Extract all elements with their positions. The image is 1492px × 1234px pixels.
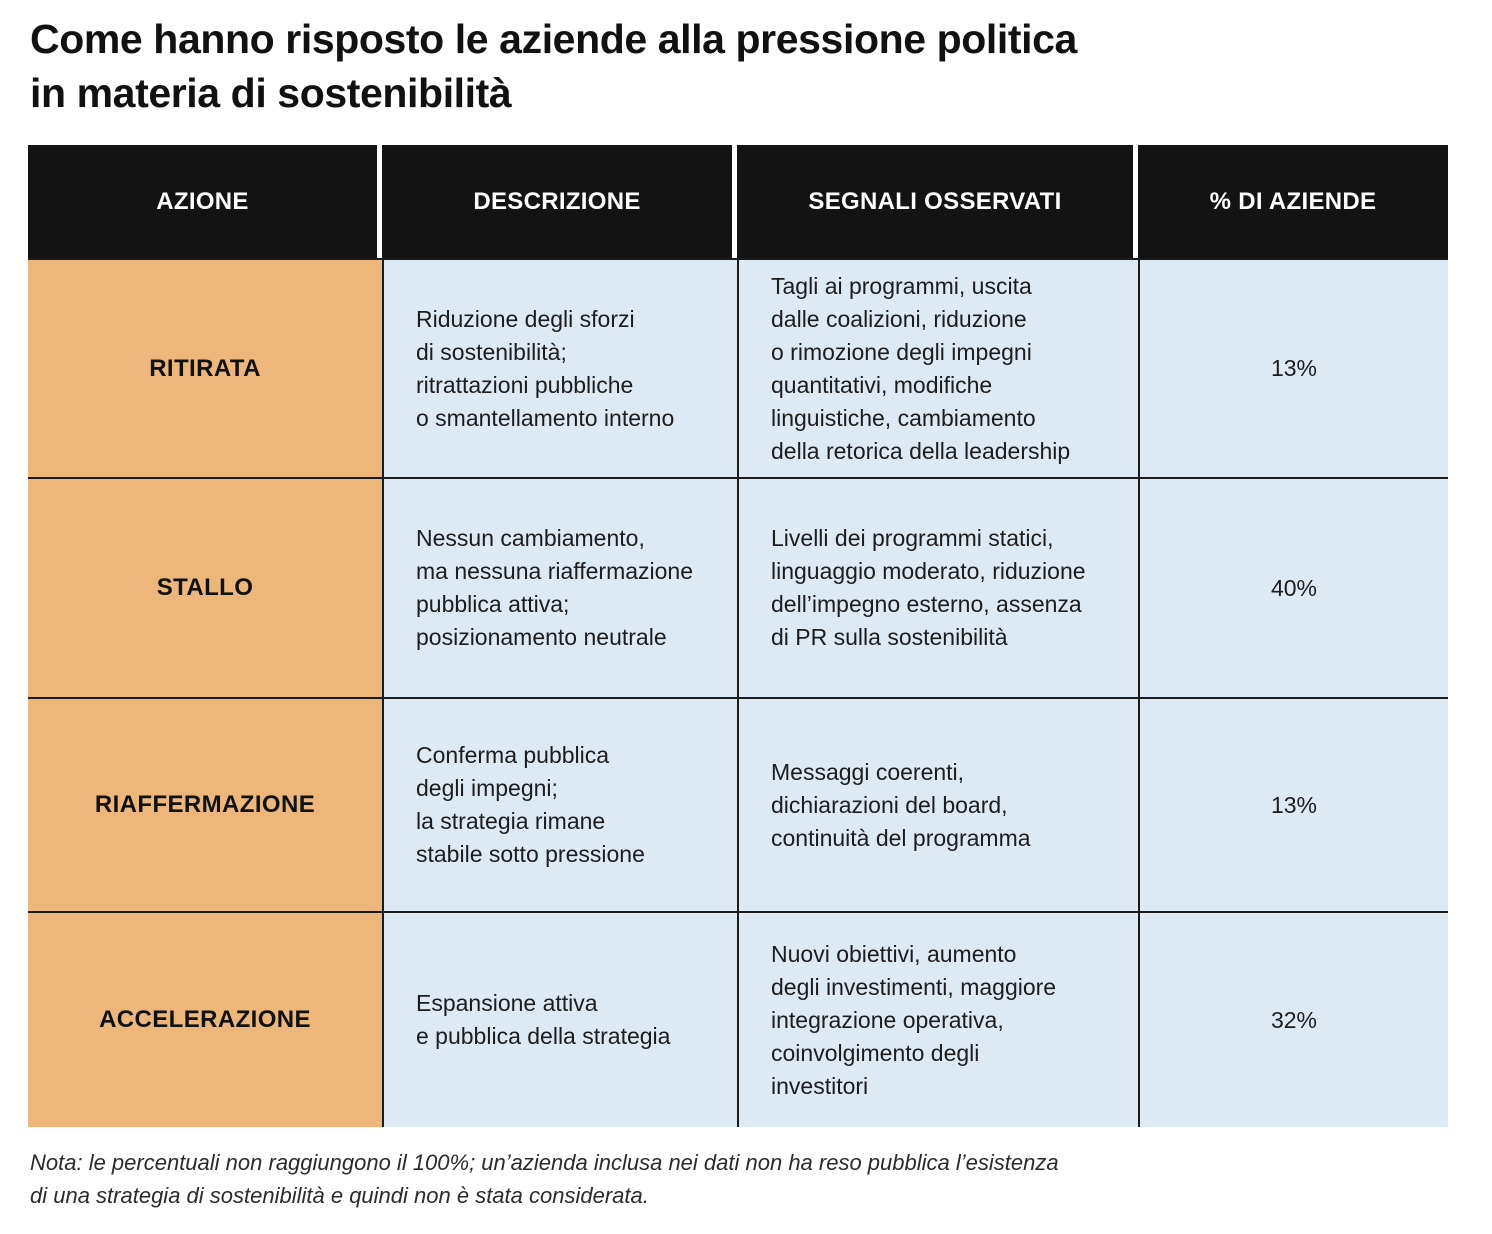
description-cell-stallo: Nessun cambiamento, ma nessuna riafferma… (382, 477, 737, 697)
column-header-segnali-osservati: SEGNALI OSSERVATI (737, 145, 1138, 258)
description-cell-accelerazione: Espansione attiva e pubblica della strat… (382, 911, 737, 1127)
action-cell-riaffermazione: RIAFFERMAZIONE (28, 697, 382, 911)
percent-cell-accelerazione: 32% (1138, 911, 1448, 1127)
percent-cell-riaffermazione: 13% (1138, 697, 1448, 911)
footnote: Nota: le percentuali non raggiungono il … (30, 1150, 1059, 1208)
responses-table: AZIONE DESCRIZIONE SEGNALI OSSERVATI % D… (28, 145, 1448, 1127)
description-cell-riaffermazione: Conferma pubblica degli impegni; la stra… (382, 697, 737, 911)
percent-cell-stallo: 40% (1138, 477, 1448, 697)
column-header-descrizione: DESCRIZIONE (382, 145, 737, 258)
signals-cell-accelerazione: Nuovi obiettivi, aumento degli investime… (737, 911, 1138, 1127)
column-header-percent-aziende: % DI AZIENDE (1138, 145, 1448, 258)
signals-cell-riaffermazione: Messaggi coerenti, dichiarazioni del boa… (737, 697, 1138, 911)
page-title: Come hanno risposto le aziende alla pres… (30, 16, 1077, 116)
percent-cell-ritirata: 13% (1138, 258, 1448, 477)
action-cell-stallo: STALLO (28, 477, 382, 697)
signals-cell-ritirata: Tagli ai programmi, uscita dalle coalizi… (737, 258, 1138, 477)
action-cell-accelerazione: ACCELERAZIONE (28, 911, 382, 1127)
signals-cell-stallo: Livelli dei programmi statici, linguaggi… (737, 477, 1138, 697)
action-cell-ritirata: RITIRATA (28, 258, 382, 477)
column-header-azione: AZIONE (28, 145, 382, 258)
description-cell-ritirata: Riduzione degli sforzi di sostenibilità;… (382, 258, 737, 477)
